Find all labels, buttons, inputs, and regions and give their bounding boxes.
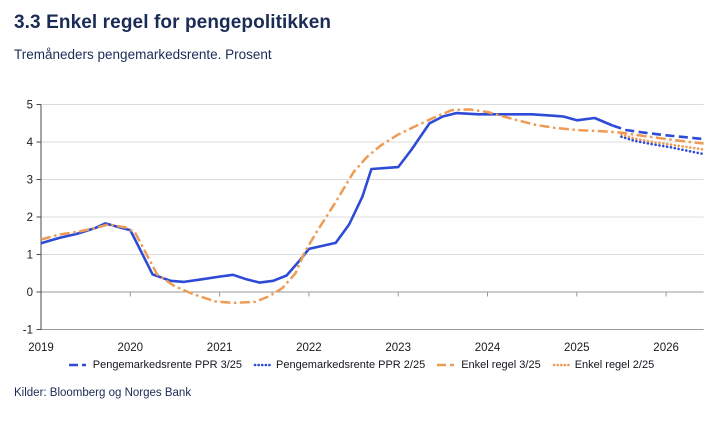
y-tick-label: 1 [27, 250, 33, 262]
y-tick-label: 2 [27, 212, 33, 224]
x-tick-label: 2024 [475, 342, 501, 354]
enkel-regel-2-25-line [620, 133, 705, 151]
legend-item-enkel-regel-2-25: Enkel regel 2/25 [552, 359, 655, 371]
enkel-regel-3-25-line [40, 108, 704, 305]
chart-subtitle: Tremåneders pengemarkedsrente. Prosent [14, 47, 272, 62]
y-tick-label: -1 [23, 325, 33, 337]
x-tick-label: 2020 [118, 342, 144, 354]
x-tick-label: 2021 [207, 342, 233, 354]
legend-label: Enkel regel 3/25 [461, 359, 541, 371]
y-tick-label: 0 [27, 287, 33, 299]
x-tick-label: 2026 [653, 342, 679, 354]
orange-dotted-line-icon [552, 363, 572, 367]
chart-title: 3.3 Enkel regel for pengepolitikken [14, 12, 332, 33]
x-tick-label: 2022 [296, 342, 322, 354]
legend-item-pengemarkedsrente-ppr-3-25: Pengemarkedsrente PPR 3/25 [68, 359, 242, 371]
pengemarkedsrente-history-line [40, 111, 614, 284]
x-tick-label: 2019 [28, 342, 54, 354]
source-note: Kilder: Bloomberg og Norges Bank [14, 387, 192, 399]
blue-dotted-line-icon [253, 363, 273, 367]
legend-item-pengemarkedsrente-ppr-2-25: Pengemarkedsrente PPR 2/25 [253, 359, 425, 371]
chart-legend: Pengemarkedsrente PPR 3/25 Pengemarkedsr… [0, 359, 722, 371]
legend-label: Pengemarkedsrente PPR 3/25 [92, 359, 242, 371]
legend-item-enkel-regel-3-25: Enkel regel 3/25 [436, 359, 541, 371]
y-tick-label: 5 [27, 100, 33, 112]
y-tick-label: 4 [27, 137, 34, 149]
pengemarkedsrente-ppr-3-25-line [612, 124, 704, 141]
x-tick-label: 2023 [385, 342, 411, 354]
blue-dashed-line-icon [68, 363, 89, 367]
pengemarkedsrente-ppr-2-25-line [620, 135, 705, 156]
y-tick-label: 3 [27, 175, 33, 187]
legend-label: Enkel regel 2/25 [574, 359, 655, 371]
orange-dashed-line-icon [437, 363, 458, 367]
legend-label: Pengemarkedsrente PPR 2/25 [276, 359, 426, 371]
line-chart: -1 0 1 2 3 4 5 2019 2020 2021 2022 2023 2024 2025 2026 [23, 100, 705, 354]
x-tick-label: 2025 [564, 342, 590, 354]
